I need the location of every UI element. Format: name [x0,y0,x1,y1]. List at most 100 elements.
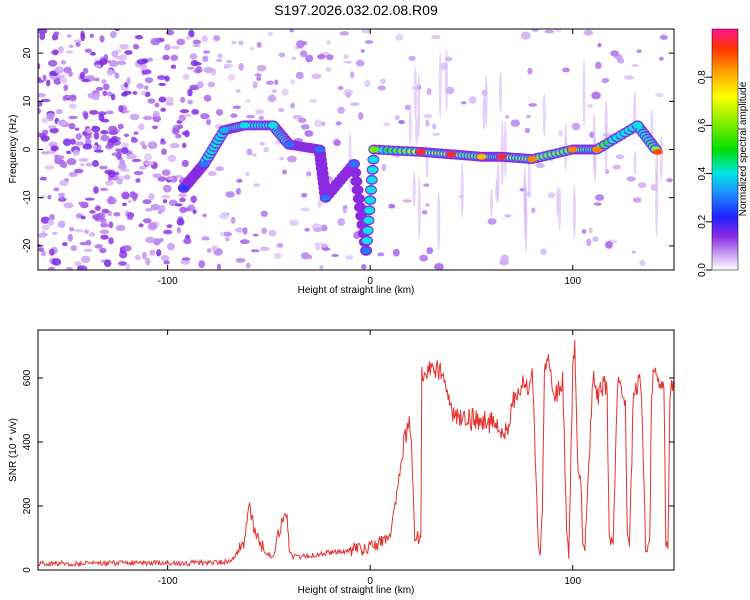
heatmap-speckle [121,191,130,200]
heatmap-speckle [215,58,223,63]
heatmap-speckle [343,60,353,64]
heatmap-speckle [655,92,664,98]
heatmap-speckle [595,61,602,70]
heatmap-speckle [89,109,99,115]
heatmap-speckle [183,113,192,117]
heatmap-speckle [75,133,82,141]
heatmap-speckle [55,109,63,115]
heatmap-speckle [68,122,76,130]
heatmap-speckle [79,72,85,80]
heatmap-speckle [105,180,114,186]
heatmap-speckle [39,176,47,181]
heatmap-speckle [54,66,65,74]
heatmap-speckle [535,162,545,169]
heatmap-speckle [140,63,148,71]
heatmap-speckle [311,73,322,79]
heatmap-speckle [99,229,110,235]
heatmap-speckle [253,183,260,187]
snr-ytick-label: 400 [22,433,33,450]
heatmap-speckle [82,143,93,150]
heatmap-speckle [388,203,396,209]
heatmap-speckle [592,236,599,243]
heatmap-speckle [78,201,87,206]
heatmap-speckle [605,240,613,249]
heatmap-track-point [369,146,380,153]
heatmap-speckle [267,94,277,103]
heatmap-track-outer [352,193,365,204]
heatmap-speckle [57,192,66,197]
heatmap-ytick-label: 0 [22,146,33,152]
heatmap-speckle [230,216,236,224]
heatmap-streak [415,117,419,144]
heatmap-track-point [476,153,487,160]
heatmap-speckle [425,119,430,128]
heatmap-speckle [138,166,147,170]
heatmap-speckle [239,239,250,245]
heatmap-speckle [62,95,68,101]
heatmap-speckle [143,85,149,90]
heatmap-speckle [99,35,105,43]
heatmap-speckle [162,184,172,193]
heatmap-speckle [83,112,89,120]
heatmap-track-mid [365,196,376,204]
heatmap-speckle [196,80,204,89]
heatmap-speckle [147,141,158,150]
heatmap-speckle [161,169,171,176]
heatmap-speckle [109,30,117,39]
heatmap-speckle [63,202,74,209]
heatmap-speckle [89,210,96,214]
heatmap-speckle [314,119,323,128]
heatmap-speckle [291,56,297,60]
heatmap-streak [556,186,560,218]
heatmap-speckle [120,92,128,97]
heatmap-speckle [99,187,109,192]
heatmap-speckle [38,108,41,114]
heatmap-speckle [111,50,119,58]
heatmap-speckle [74,168,84,174]
heatmap-speckle [631,250,636,254]
heatmap-speckle [66,150,72,155]
heatmap-speckle [156,249,162,257]
heatmap-speckle [430,34,441,40]
heatmap-speckle [531,29,539,32]
heatmap-speckle [117,123,124,130]
heatmap-speckle [317,200,322,208]
heatmap-speckle [119,43,129,50]
heatmap-speckle [70,138,76,145]
heatmap-speckle [141,251,147,260]
heatmap-track-mid [368,156,379,164]
heatmap-speckle [99,165,108,170]
heatmap-speckle [65,267,73,270]
heatmap-track-point [446,151,457,158]
heatmap-speckle [164,96,174,103]
heatmap-speckle [40,135,50,142]
heatmap-track-point [592,146,603,153]
heatmap-speckle [107,171,116,178]
heatmap-speckle [252,80,258,89]
heatmap-speckle [268,229,277,237]
heatmap-speckle [114,171,120,176]
heatmap-streak [582,59,586,128]
heatmap-speckle [147,98,156,104]
heatmap-speckle [142,199,152,205]
heatmap-speckle [38,77,42,81]
heatmap-speckle [85,162,93,167]
heatmap-speckle [325,66,332,73]
heatmap-speckle [562,67,570,73]
heatmap-speckle [217,53,223,59]
heatmap-speckle [126,211,135,219]
heatmap-speckle [49,127,59,134]
heatmap-speckle [84,229,90,234]
heatmap-speckle [135,178,141,183]
heatmap-speckle [84,48,93,53]
colorbar-tick-label: 0.8 [697,70,708,84]
heatmap-streak [527,155,531,200]
heatmap-speckle [202,55,209,63]
heatmap-speckle [108,125,118,133]
heatmap-speckle [67,233,73,242]
heatmap-speckle [544,29,555,34]
heatmap-streak [437,190,441,251]
heatmap-speckle [39,195,46,200]
heatmap-speckle [145,257,151,266]
